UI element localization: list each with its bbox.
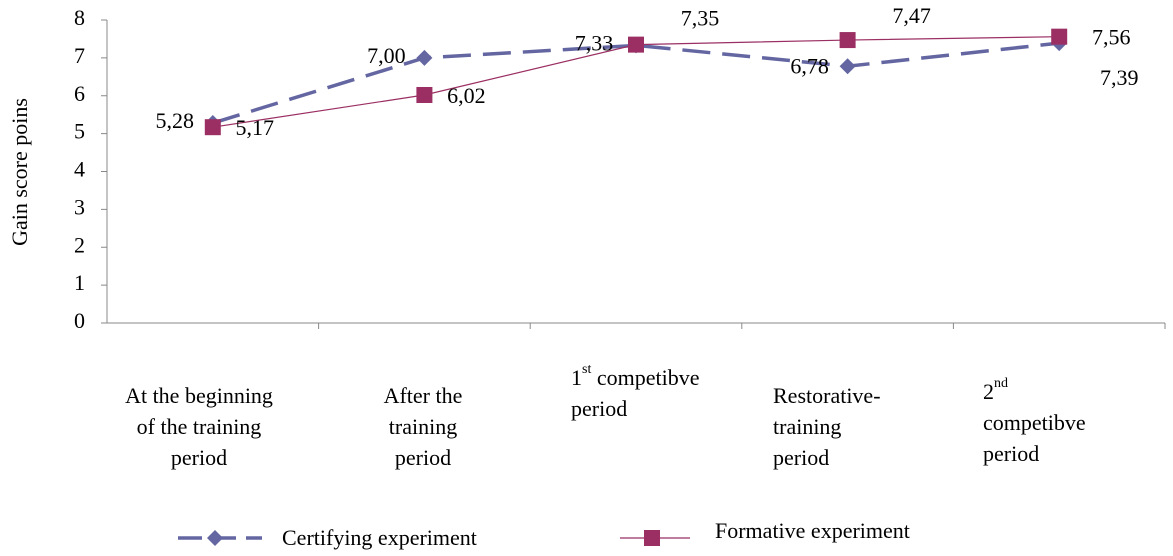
x-tick-label-part: competibve (591, 365, 699, 390)
y-tick-label: 3 (74, 194, 85, 219)
legend-marker (644, 530, 660, 546)
x-tick-label: 2nd (983, 376, 1008, 404)
data-point (204, 119, 221, 136)
data-label: 6,02 (447, 83, 486, 108)
x-tick-label-part: Restorative- (773, 383, 881, 408)
data-point (839, 58, 856, 75)
x-tick-label: period (571, 396, 627, 421)
x-tick-label-part: period (983, 441, 1039, 466)
x-tick-label-part: period (171, 445, 227, 470)
legend-label: Certifying experiment (282, 525, 477, 550)
data-point (839, 32, 856, 49)
x-tick-label: period (171, 445, 227, 470)
data-label: 6,78 (790, 53, 829, 78)
y-tick-label: 7 (74, 43, 85, 68)
data-label: 7,35 (681, 6, 720, 31)
x-tick-label-part: After the (384, 383, 463, 408)
x-tick-label-part: training (389, 414, 457, 439)
x-tick-label: training (389, 414, 457, 439)
data-label: 5,17 (236, 115, 275, 140)
x-tick-label-part: of the training (137, 414, 262, 439)
x-tick-label: training (773, 414, 841, 439)
legend-label: Formative experiment (715, 518, 910, 543)
x-tick-label: period (983, 441, 1039, 466)
y-tick-label: 5 (74, 119, 85, 144)
data-label: 7,56 (1092, 25, 1131, 50)
x-tick-label-part: period (395, 445, 451, 470)
data-label: 7,00 (367, 43, 406, 68)
y-tick-label: 2 (74, 232, 85, 257)
x-tick-label: period (773, 445, 829, 470)
y-tick-label: 4 (74, 157, 85, 182)
x-tick-label-part: 1 (571, 365, 582, 390)
y-tick-label: 6 (74, 81, 85, 106)
data-point (416, 49, 433, 66)
x-tick-label-part: competibve (983, 410, 1086, 435)
data-point (628, 36, 644, 53)
data-point (1051, 28, 1068, 45)
x-tick-label-part: nd (994, 376, 1008, 391)
x-tick-label-part: period (773, 445, 829, 470)
y-tick-label: 0 (74, 308, 85, 333)
x-tick-label: After the (384, 383, 463, 408)
data-point (416, 86, 433, 103)
y-tick-label: 1 (74, 270, 85, 295)
x-tick-label-part: At the beginning (125, 383, 273, 408)
data-label: 7,47 (892, 3, 931, 28)
y-axis-label: Gain score poins (7, 98, 32, 246)
x-tick-label-part: period (571, 396, 627, 421)
x-tick-label-part: training (773, 414, 841, 439)
x-tick-label: 1st competibve (571, 362, 699, 390)
series-line (212, 41, 1060, 125)
y-tick-label: 8 (74, 5, 85, 30)
x-tick-label: of the training (137, 414, 262, 439)
x-tick-label: At the beginning (125, 383, 273, 408)
data-label: 7,33 (575, 30, 614, 55)
data-label: 7,39 (1100, 65, 1139, 90)
data-label: 5,28 (156, 108, 195, 133)
x-tick-label: Restorative- (773, 383, 881, 408)
x-tick-label-part: 2 (983, 379, 994, 404)
legend-marker (207, 530, 223, 546)
x-tick-label: competibve (983, 410, 1086, 435)
x-tick-label-part: st (582, 362, 591, 377)
x-tick-label: period (395, 445, 451, 470)
